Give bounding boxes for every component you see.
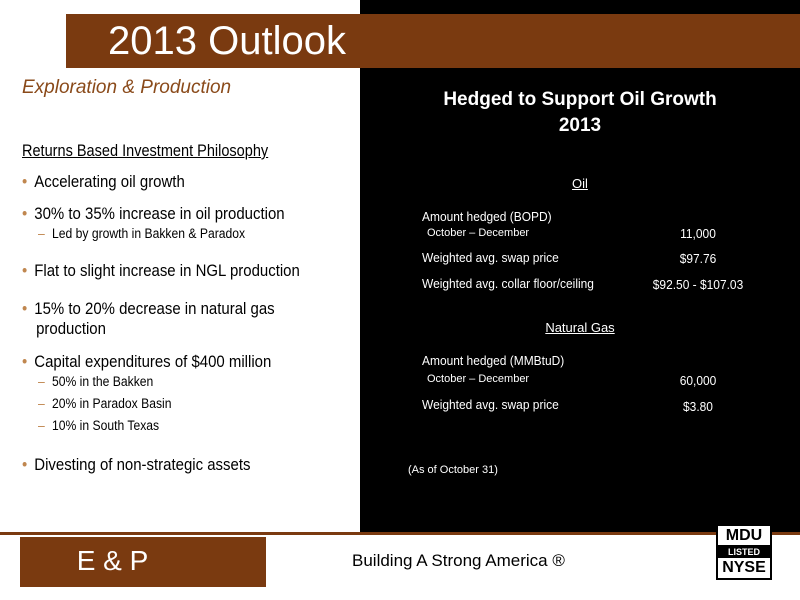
gas-amount-value: 60,000 <box>679 373 717 388</box>
sub-bullet-item: –50% in the Bakken <box>38 374 154 389</box>
slide-subtitle: Exploration & Production <box>22 77 232 98</box>
gas-heading: Natural Gas <box>545 320 615 335</box>
hedge-year: 2013 <box>558 115 602 136</box>
dash-icon: – <box>38 396 45 411</box>
oil-amount-value: 11,000 <box>680 226 716 241</box>
hedge-panel-background <box>360 0 800 535</box>
footer-tagline: Building A Strong America ® <box>352 551 565 570</box>
footer-divider <box>0 532 800 535</box>
bullet-item: • Accelerating oil growth <box>22 172 185 191</box>
sub-bullet-item: –10% in South Texas <box>38 418 160 433</box>
oil-swap-label: Weighted avg. swap price <box>422 250 559 265</box>
gas-period: October – December <box>427 373 530 385</box>
bullet-item: • Divesting of non-strategic assets <box>22 455 251 474</box>
footer-segment-label: E & P <box>76 545 149 576</box>
sub-bullet-item: –20% in Paradox Basin <box>38 396 172 411</box>
dash-icon: – <box>38 418 45 433</box>
dash-icon: – <box>38 374 45 389</box>
bullet-dot-icon: • <box>22 455 28 474</box>
gas-amount-label: Amount hedged (MMBtuD) <box>422 353 565 368</box>
oil-heading: Oil <box>572 176 588 191</box>
oil-amount-label: Amount hedged (BOPD) <box>422 209 552 224</box>
oil-period: October – December <box>427 227 530 239</box>
bullet-item: • Flat to slight increase in NGL producti… <box>22 261 300 280</box>
title-bar <box>66 14 800 68</box>
oil-swap-value: $97.76 <box>679 251 717 266</box>
bullet-dot-icon: • <box>22 172 28 191</box>
bullet-item: • Capital expenditures of $400 million <box>22 352 272 371</box>
mdu-nyse-logo: MDU LISTED NYSE <box>716 524 772 580</box>
gas-swap-label: Weighted avg. swap price <box>422 397 559 412</box>
footer-segment-box <box>20 537 266 587</box>
slide-title: 2013 Outlook <box>108 19 346 63</box>
oil-collar-label: Weighted avg. collar floor/ceiling <box>422 276 594 291</box>
hedge-title: Hedged to Support Oil Growth <box>443 89 717 110</box>
bullet-continuation: production <box>36 319 106 338</box>
oil-collar-value: $92.50 - $107.03 <box>652 277 744 292</box>
bullet-dot-icon: • <box>22 204 28 223</box>
bullet-dot-icon: • <box>22 261 28 280</box>
bullet-dot-icon: • <box>22 352 28 371</box>
sub-bullet-item: – Led by growth in Bakken & Paradox <box>38 226 246 241</box>
as-of-note: (As of October 31) <box>408 464 498 476</box>
section-heading: Returns Based Investment Philosophy <box>22 142 269 160</box>
bullet-item: • 15% to 20% decrease in natural gas prod… <box>22 299 275 338</box>
bullet-item: • 30% to 35% increase in oil production <box>22 204 285 223</box>
bullet-dot-icon: • <box>22 299 28 318</box>
gas-swap-value: $3.80 <box>683 399 713 414</box>
dash-icon: – <box>38 226 45 241</box>
